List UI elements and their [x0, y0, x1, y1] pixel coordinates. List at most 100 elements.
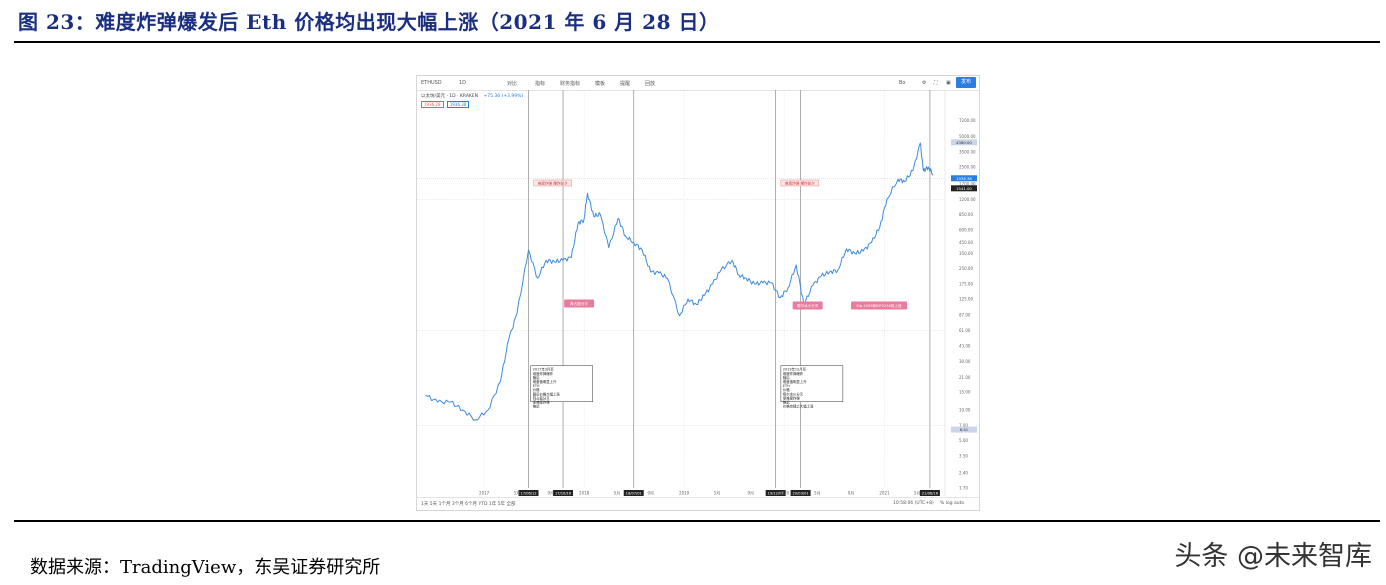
annotation-box: [792, 301, 823, 310]
annotation-box: [780, 365, 844, 402]
annotation-box: [533, 179, 572, 187]
price-axis-label: 1541.00: [956, 186, 972, 191]
event-date-label: 21/06/16: [922, 492, 939, 496]
event-date-tag: [623, 490, 644, 496]
publish-button[interactable]: 发布: [956, 77, 976, 88]
y-tick-label: 10.00: [959, 408, 971, 413]
x-tick-label: 2021: [879, 491, 890, 496]
scale-buttons[interactable]: % log auto: [940, 501, 965, 506]
price-axis-tag: [951, 426, 977, 433]
annotation-text-line: 价格也随之大幅上涨: [783, 404, 814, 409]
x-tick-label: 5月: [814, 491, 821, 496]
figure-title: 图 23：难度炸弹爆发后 Eth 价格均出现大幅上涨（2021 年 6 月 28…: [18, 10, 720, 34]
price-tag-sell[interactable]: 1936.28: [421, 101, 444, 108]
template-button[interactable]: 模板: [595, 81, 606, 87]
x-tick-label: 2018: [579, 491, 590, 496]
y-tick-label: 15.00: [959, 390, 971, 395]
price-tag-buy[interactable]: 1936.38: [446, 101, 470, 108]
annotation-text: 拜占庭分叉: [570, 301, 588, 306]
annotation-text-line: 随后: [783, 375, 790, 380]
x-tick-label: 9月: [547, 491, 554, 496]
event-date-tag: [765, 490, 786, 496]
annotation-text-line: 缪尔冰川分叉: [783, 391, 804, 396]
compare-button[interactable]: 对比: [507, 81, 518, 87]
y-tick-label: 5000.00: [959, 134, 976, 139]
financials-button[interactable]: 财务指标: [560, 81, 581, 87]
annotation-text: 缪尔冰川分叉: [797, 303, 819, 308]
camera-icon[interactable]: ▣: [946, 80, 951, 86]
y-tick-label: 2500.00: [959, 165, 976, 170]
annotation-text-line: 使难度炸弹: [783, 395, 801, 400]
y-tick-label: 350.00: [959, 251, 973, 256]
y-tick-label: 600.00: [959, 227, 973, 232]
price-axis-tag: [951, 175, 977, 182]
event-date-label: 19/12/01: [768, 492, 784, 496]
x-tick-label: 2017: [479, 491, 490, 496]
pair-label: 以太坊/美元 · 1D · KRAKEN: [421, 94, 479, 99]
annotation-text-line: 随后价格大幅上涨: [533, 391, 561, 396]
clock-label: 10:58:06 (UTC+8): [893, 501, 934, 506]
watermark: 头条 @未来智库: [1174, 541, 1372, 572]
y-tick-label: 87.00: [959, 312, 971, 317]
y-tick-label: 2.40: [959, 470, 968, 475]
tradingview-chart-panel: ETHUSD 1D 对比 指标 财务指标 模板 提醒 回放 Bo ⚙ ⛶ ▣ 发…: [416, 75, 980, 511]
chart-bottom-bar: 1天 5天 1个月 3个月 6个月 YTD 1年 5年 全部 10:58:06 …: [417, 497, 979, 510]
y-tick-label: 7.00: [959, 423, 968, 428]
eth-price-line[interactable]: [425, 142, 934, 421]
series-legend: 以太坊/美元 · 1D · KRAKEN +75.36 (+3.99%): [421, 93, 523, 99]
event-date-label: 18/07/01: [626, 492, 642, 496]
annotation-text-line: 拜占庭分叉: [533, 395, 551, 400]
price-axis-label: 1936.38: [956, 176, 972, 181]
annotation-text-line: 推迟: [533, 404, 540, 409]
alert-button[interactable]: 提醒: [620, 81, 631, 87]
settings-icon[interactable]: ⚙: [922, 80, 927, 86]
annotation-text-line: 难度值明显上升: [783, 379, 807, 384]
symbol-label[interactable]: ETHUSD: [421, 80, 442, 86]
y-tick-label: 1700.00: [959, 181, 976, 186]
annotation-text-line: 难度炸弹爆炸: [533, 371, 554, 376]
interval-button[interactable]: 1D: [459, 80, 467, 86]
annotation-box: [564, 299, 595, 308]
annotation-text-line: 难度炸弹爆炸: [783, 371, 804, 376]
x-tick-label: 5月: [714, 491, 721, 496]
fullscreen-icon[interactable]: ⛶: [934, 80, 938, 86]
annotation-text-line: 价格: [533, 387, 540, 392]
x-tick-label: 5月: [514, 491, 521, 496]
y-tick-label: 43.00: [959, 343, 971, 348]
layout-name[interactable]: Bo: [899, 80, 906, 86]
price-axis-tag: [951, 185, 977, 192]
y-tick-label: 450.00: [959, 240, 973, 245]
chart-toolbar: ETHUSD 1D 对比 指标 财务指标 模板 提醒 回放 Bo ⚙ ⛶ ▣ 发…: [417, 76, 979, 91]
annotation-text-line: ETH: [783, 384, 790, 388]
x-tick-label: 9月: [747, 491, 754, 496]
price-chart[interactable]: 7200.00 5000.00 3500.00 2500.00 1700.00 1200.…: [417, 76, 979, 510]
y-tick-label: 30.00: [959, 359, 971, 364]
event-date-label: 17/10/16: [555, 492, 572, 496]
price-tags: 1936.28 1936.38: [421, 101, 471, 108]
y-tick-label: 125.00: [959, 296, 973, 301]
change-label: +75.36 (+3.99%): [483, 94, 524, 99]
range-buttons[interactable]: 1天 5天 1个月 3个月 6个月 YTD 1年 5年 全部: [421, 502, 516, 507]
indicators-button[interactable]: 指标: [535, 81, 546, 87]
annotation-box: [851, 301, 908, 310]
event-date-tag: [518, 490, 539, 496]
x-tick-label: 9月: [848, 491, 855, 496]
y-tick-label: 7200.00: [959, 118, 976, 123]
y-tick-label: 1200.00: [959, 197, 976, 202]
annotation-text: 难度炸弹 爆炸前夕: [785, 180, 815, 185]
price-axis-tag: [951, 139, 977, 146]
source-note: 数据来源：TradingView，东吴证券研究所: [30, 557, 381, 578]
bottom-rule: [14, 520, 1380, 522]
y-tick-label: 175.00: [959, 282, 973, 287]
top-rule: [14, 41, 1380, 43]
y-tick-label: 61.00: [959, 328, 971, 333]
y-tick-label: 850.00: [959, 212, 973, 217]
event-date-tag: [790, 490, 811, 496]
x-tick-label: 2019: [679, 491, 690, 496]
annotation-text-line: 2017年3月至: [533, 367, 555, 372]
replay-button[interactable]: 回放: [645, 81, 656, 87]
event-date-tag: [553, 490, 574, 496]
y-tick-label: 3500.00: [959, 150, 976, 155]
x-tick-label: 2020: [779, 491, 790, 496]
price-axis-label: 4380.00: [956, 140, 972, 145]
